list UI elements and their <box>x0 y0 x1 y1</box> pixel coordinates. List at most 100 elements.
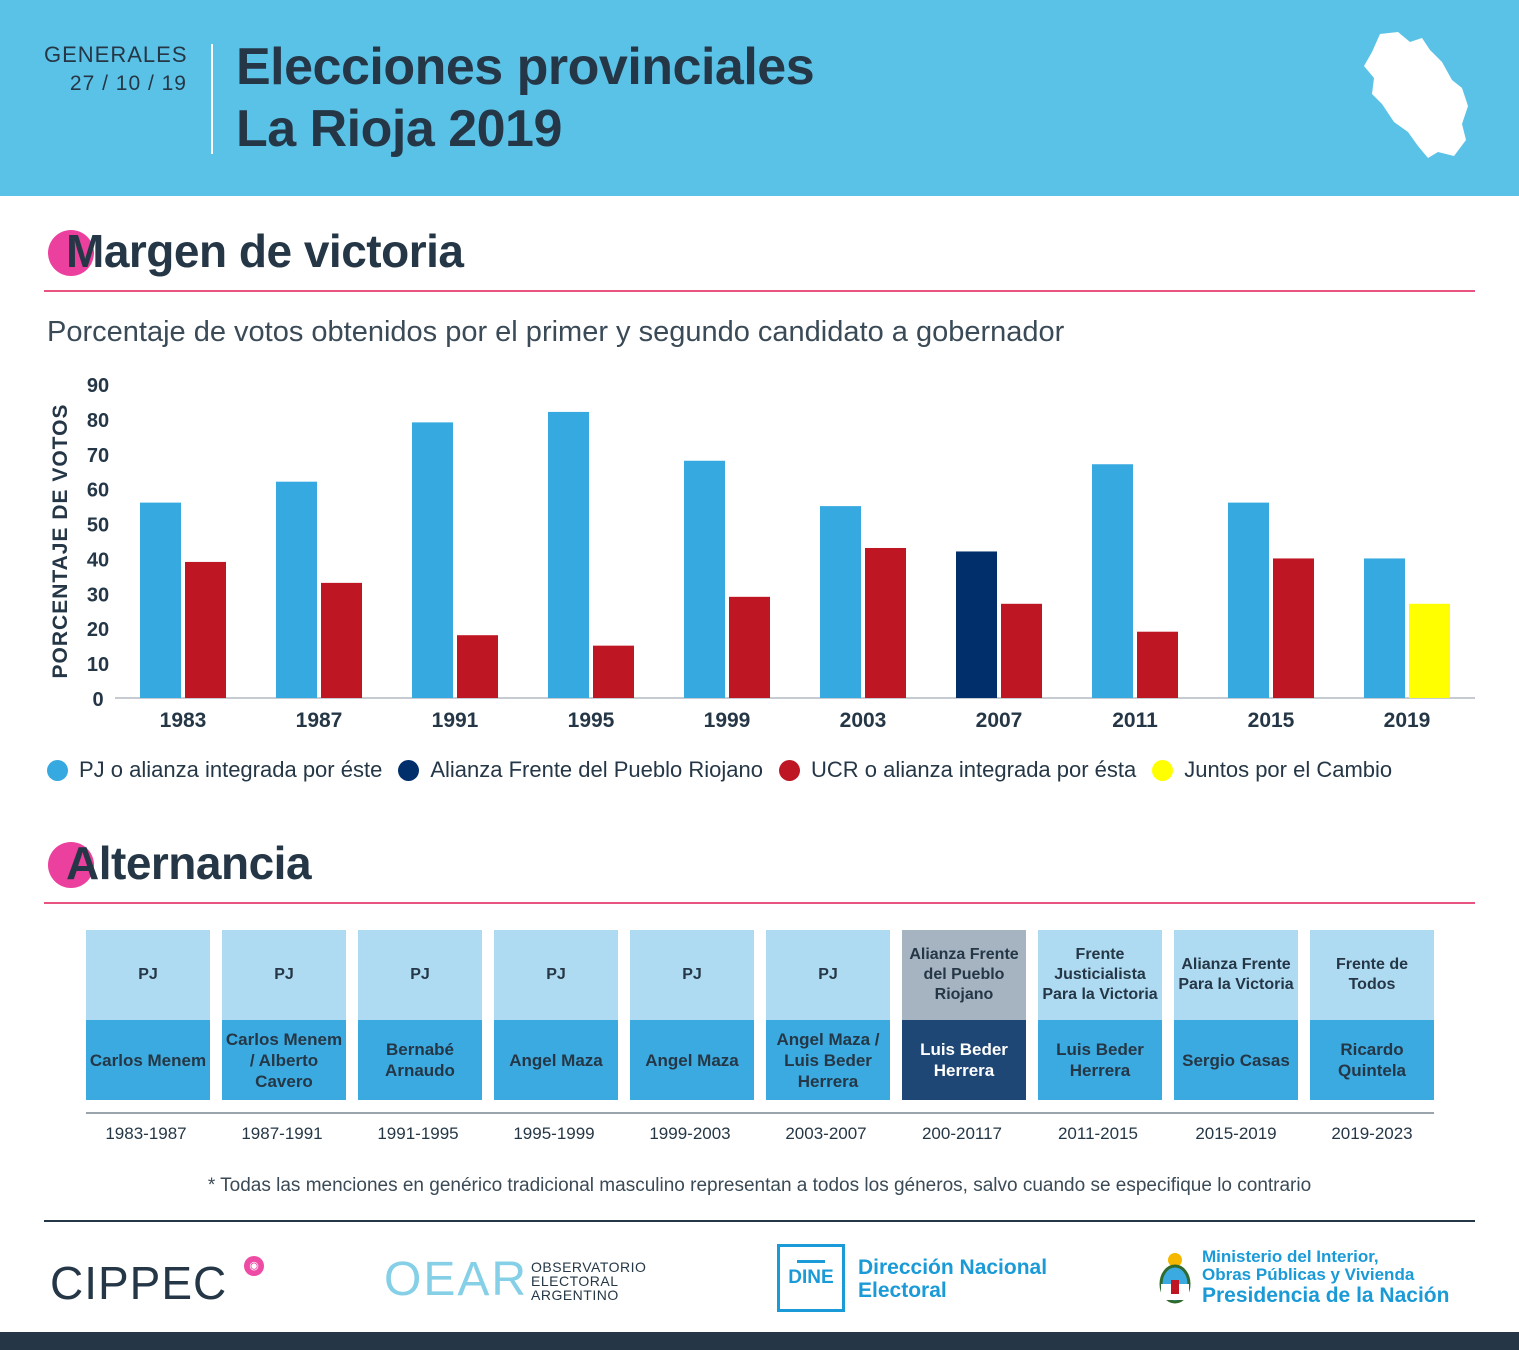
election-type: GENERALES <box>44 42 188 67</box>
x-tick-label: 1991 <box>432 709 479 732</box>
alternancia-party: Alianza Frente Para la Victoria <box>1174 930 1298 1020</box>
heading-dot <box>48 842 94 888</box>
cippec-logo: CIPPEC <box>50 1257 228 1309</box>
ministry-line: Ministerio del Interior, <box>1202 1247 1379 1266</box>
alternancia-period: 2003-2007 <box>785 1124 867 1143</box>
title-line-2: La Rioja 2019 <box>236 100 562 158</box>
x-tick-label: 2011 <box>1112 709 1158 732</box>
footer-divider <box>44 1220 1475 1222</box>
oear-sub-line: ARGENTINO <box>531 1287 619 1303</box>
x-tick-label: 2007 <box>976 709 1023 732</box>
section-heading-alternancia-text: Alternancia <box>66 837 312 889</box>
legend-item-ucr: UCR o alianza integrada por ésta <box>778 757 1136 783</box>
alternancia-column: Alianza Frente Para la Victoria Sergio C… <box>1174 930 1298 1100</box>
legend-label-frente: Alianza Frente del Pueblo Riojano <box>430 757 763 782</box>
bar-first-candidate <box>820 506 861 698</box>
alternancia-governor: Carlos Menem / Alberto Cavero <box>222 1020 346 1100</box>
y-tick-label: 60 <box>87 480 109 502</box>
bar-second-candidate <box>1273 558 1314 698</box>
y-tick-label: 30 <box>87 584 109 606</box>
section-divider <box>44 290 1475 292</box>
bar-second-candidate <box>1409 603 1450 698</box>
alternancia-party: PJ <box>222 930 346 1020</box>
alternancia-column: Frente de Todos Ricardo Quintela <box>1310 930 1434 1100</box>
bar-second-candidate <box>593 645 634 698</box>
alternancia-party: Frente de Todos <box>1310 930 1434 1020</box>
y-tick-label: 80 <box>87 410 109 432</box>
y-tick-label: 40 <box>87 549 109 571</box>
oear-subtitle: OBSERVATORIO ELECTORAL ARGENTINO <box>531 1260 646 1302</box>
header-banner: GENERALES 27 / 10 / 19 Elecciones provin… <box>0 0 1519 196</box>
bar-first-candidate <box>140 502 181 698</box>
legend-item-frente: Alianza Frente del Pueblo Riojano <box>398 757 763 783</box>
alternancia-period: 200-20117 <box>921 1124 1003 1143</box>
bar-chart: 0 10 20 30 40 50 60 70 80 90 PORCENTAJE DE VOTOS 19… <box>49 375 1475 732</box>
bar-second-candidate <box>865 547 906 698</box>
bar-second-candidate <box>729 596 770 698</box>
legend-item-juntos: Juntos por el Cambio <box>1152 757 1392 783</box>
dine-name-line: Electoral <box>858 1279 947 1302</box>
alternancia-column: PJ Angel Maza / Luis Beder Herrera <box>766 930 890 1100</box>
alternancia-party: PJ <box>766 930 890 1020</box>
legend-swatch-ucr <box>778 759 800 781</box>
oear-logo: OEAR <box>384 1253 529 1306</box>
heading-dot <box>48 230 94 276</box>
alternancia-period: 2019-2023 <box>1331 1124 1413 1143</box>
alternancia-governor: Angel Maza <box>494 1020 618 1100</box>
header-divider <box>211 44 213 154</box>
dine-logo-text: DINE <box>788 1267 834 1288</box>
alternancia-governor: Bernabé Arnaudo <box>358 1020 482 1100</box>
alternancia-party: Frente Justicialista Para la Victoria <box>1038 930 1162 1020</box>
alternancia-party: PJ <box>86 930 210 1020</box>
x-tick-label: 2003 <box>840 709 887 732</box>
y-tick-label: 90 <box>87 375 109 397</box>
alternancia-period: 1987-1991 <box>241 1124 323 1143</box>
alternancia-governor: Angel Maza <box>630 1020 754 1100</box>
alternancia-governor: Ricardo Quintela <box>1310 1020 1434 1100</box>
bar-first-candidate <box>956 551 997 698</box>
dine-name-line: Dirección Nacional <box>858 1256 1048 1279</box>
alternancia-governor: Sergio Casas <box>1174 1020 1298 1100</box>
section-divider <box>44 902 1475 904</box>
x-tick-label: 1983 <box>160 709 207 732</box>
x-tick-label: 2019 <box>1384 709 1431 732</box>
legend-swatch-frente <box>398 759 420 781</box>
dine-logo: DINE <box>777 1244 845 1312</box>
alternancia-period: 2011-2015 <box>1057 1124 1139 1143</box>
alternancia-period: 2015-2019 <box>1195 1124 1277 1143</box>
election-date: 27 / 10 / 19 <box>69 72 187 95</box>
title-line-1: Elecciones provinciales <box>236 38 815 96</box>
alternancia-column: PJ Bernabé Arnaudo <box>358 930 482 1100</box>
legend-label-juntos: Juntos por el Cambio <box>1184 757 1393 782</box>
alternancia-governor: Carlos Menem <box>86 1020 210 1100</box>
alternancia-party: PJ <box>630 930 754 1020</box>
alternancia-party: PJ <box>494 930 618 1020</box>
page-title: Elecciones provinciales La Rioja 2019 <box>236 36 815 160</box>
alternancia-period: 1983-1987 <box>105 1124 187 1143</box>
bar-second-candidate <box>321 582 362 698</box>
alternancia-column: PJ Angel Maza <box>494 930 618 1100</box>
legend-item-pj: PJ o alianza integrada por éste <box>47 757 382 783</box>
y-tick-label: 10 <box>87 654 109 676</box>
cippec-badge-icon: ◉ <box>244 1256 264 1276</box>
oear-sub-line: ELECTORAL <box>531 1273 619 1289</box>
alternancia-column: Alianza Frente del Pueblo Riojano Luis B… <box>902 930 1026 1100</box>
x-tick-label: 1987 <box>296 709 343 732</box>
chart-legend: PJ o alianza integrada por éste Alianza … <box>47 757 1408 783</box>
ministry-line: Presidencia de la Nación <box>1202 1284 1450 1307</box>
dine-name: Dirección Nacional Electoral <box>858 1256 1047 1302</box>
alternancia-party: Alianza Frente del Pueblo Riojano <box>902 930 1026 1020</box>
section-heading-alternancia: Alternancia <box>48 836 312 890</box>
alternancia-period: 1991-1995 <box>377 1124 459 1143</box>
legend-swatch-juntos <box>1152 759 1174 781</box>
legend-swatch-pj <box>47 759 68 781</box>
alternancia-column: PJ Carlos Menem <box>86 930 210 1100</box>
x-tick-label: 1995 <box>568 709 615 732</box>
bar-first-candidate <box>412 422 453 698</box>
chart-title: Porcentaje de votos obtenidos por el pri… <box>47 316 1065 348</box>
alternancia-governor: Luis Beder Herrera <box>902 1020 1026 1100</box>
x-tick-label: 2015 <box>1248 709 1295 732</box>
legend-label-pj: PJ o alianza integrada por éste <box>79 757 383 782</box>
bar-second-candidate <box>1001 603 1042 698</box>
y-tick-label: 20 <box>87 619 109 641</box>
